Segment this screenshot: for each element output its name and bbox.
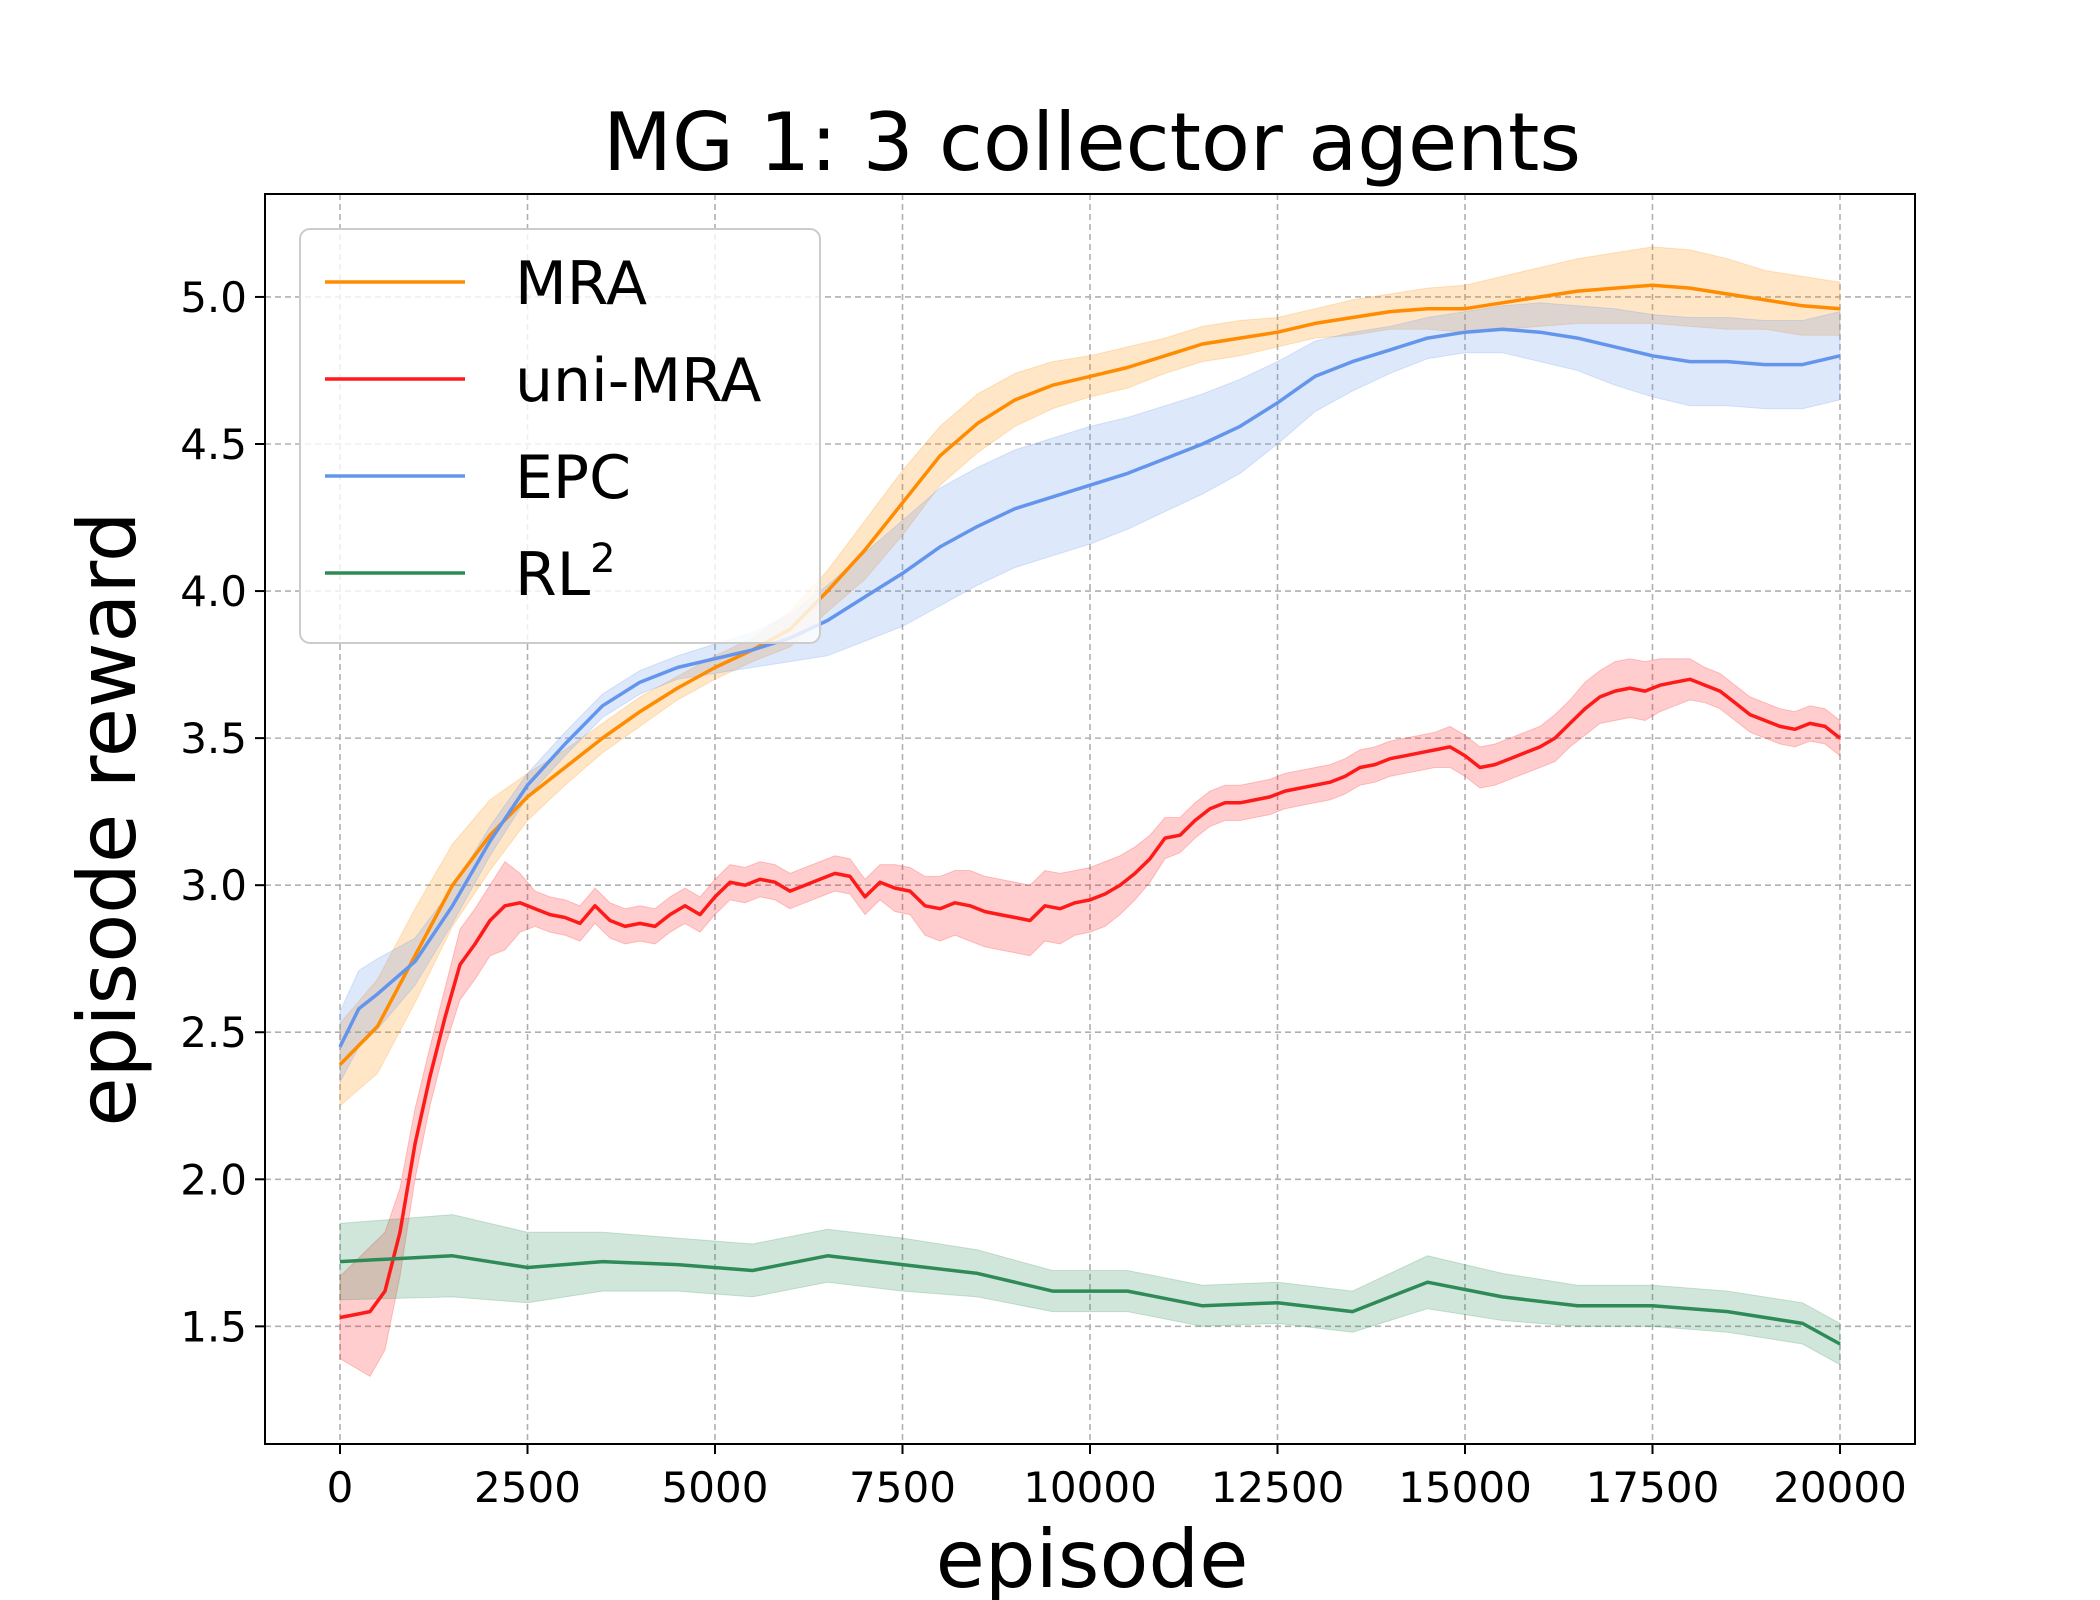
band-epc bbox=[339, 302, 1841, 1083]
x-tick-label: 15000 bbox=[1398, 1463, 1532, 1512]
legend-label-uni-mra: uni-MRA bbox=[515, 346, 761, 416]
line-uni-mra bbox=[339, 677, 1842, 1320]
y-tick-label: 3.5 bbox=[180, 714, 247, 763]
y-tick-label: 3.0 bbox=[180, 861, 247, 910]
x-tick-label: 0 bbox=[327, 1463, 354, 1512]
line-epc bbox=[338, 327, 1841, 1048]
y-axis-label: episode reward bbox=[61, 511, 154, 1126]
y-tick-label: 2.5 bbox=[180, 1008, 247, 1057]
legend-label-superscript: 2 bbox=[590, 536, 615, 582]
x-tick-label: 17500 bbox=[1586, 1463, 1720, 1512]
legend-label-epc: EPC bbox=[515, 443, 631, 513]
line-mra bbox=[338, 283, 1841, 1066]
x-tick-label: 5000 bbox=[662, 1463, 769, 1512]
band-uni-mra bbox=[339, 658, 1841, 1378]
x-tick-label: 20000 bbox=[1773, 1463, 1907, 1512]
series-lines bbox=[338, 283, 1842, 1346]
line-rl2 bbox=[339, 1254, 1841, 1346]
x-tick-label: 12500 bbox=[1211, 1463, 1345, 1512]
y-tick-label: 5.0 bbox=[180, 273, 247, 322]
legend-box bbox=[299, 228, 821, 644]
y-tick-label: 4.0 bbox=[180, 567, 247, 616]
x-axis: 0 2500 5000 7500 10000 12500 15000 17500 20000 bbox=[327, 1444, 1907, 1512]
x-tick-label: 2500 bbox=[474, 1463, 581, 1512]
y-tick-label: 2.0 bbox=[180, 1155, 247, 1204]
y-tick-label: 1.5 bbox=[180, 1302, 247, 1351]
y-tick-label: 4.5 bbox=[180, 420, 247, 469]
legend-label-mra: MRA bbox=[515, 249, 647, 319]
grid-lines bbox=[265, 194, 1915, 1444]
y-axis: 1.5 2.0 2.5 3.0 3.5 4.0 4.5 5.0 bbox=[180, 273, 265, 1351]
x-tick-label: 7500 bbox=[849, 1463, 956, 1512]
x-axis-label: episode bbox=[936, 1513, 1249, 1600]
x-tick-label: 10000 bbox=[1023, 1463, 1157, 1512]
chart-title: MG 1: 3 collector agents bbox=[603, 96, 1581, 189]
